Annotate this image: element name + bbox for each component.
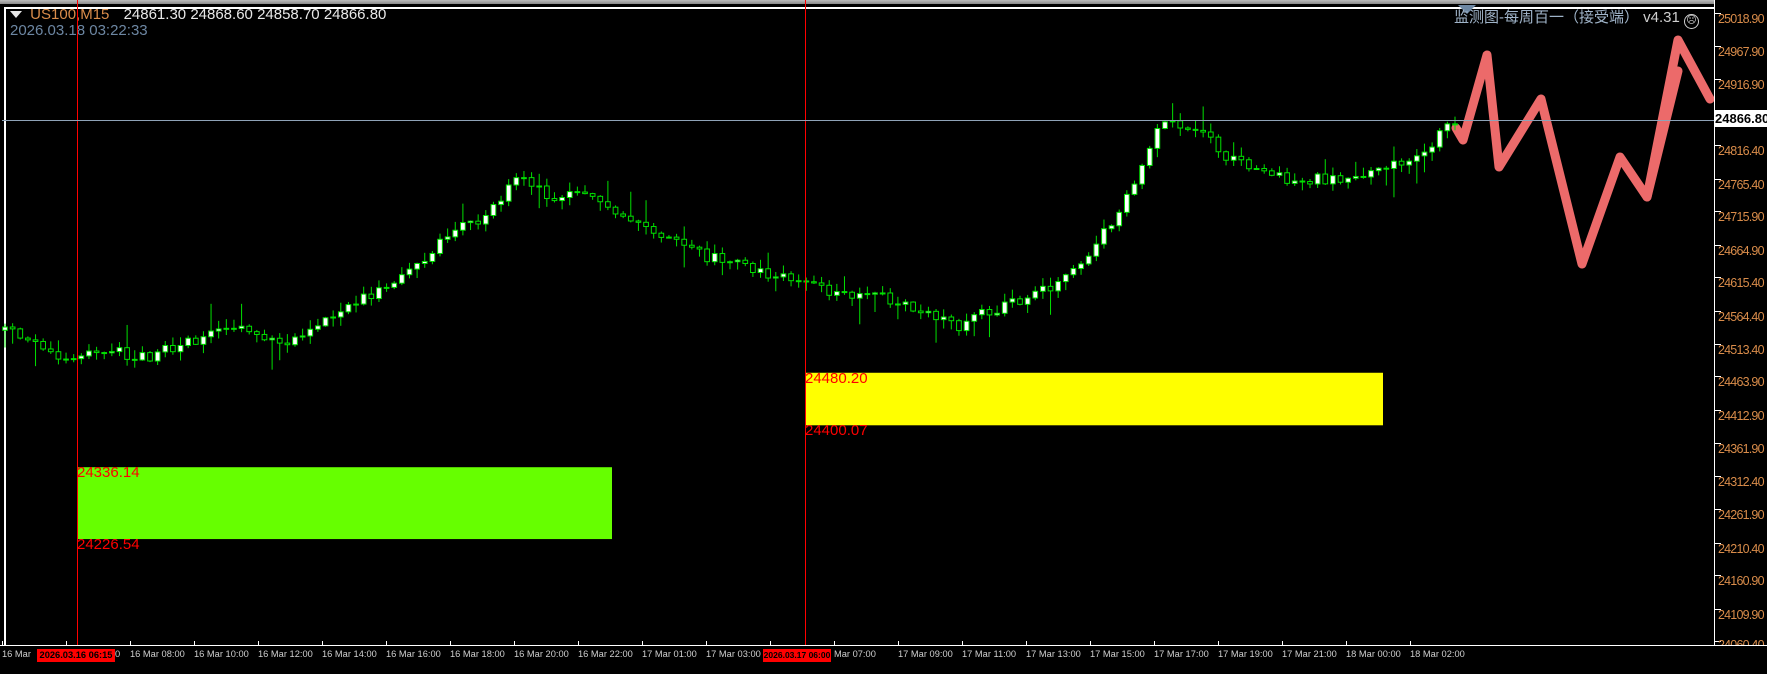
svg-text:24226.54: 24226.54 [77,536,140,553]
svg-text:24480.20: 24480.20 [805,370,868,387]
svg-text:24400.07: 24400.07 [805,422,868,439]
svg-text:24336.14: 24336.14 [77,464,140,481]
